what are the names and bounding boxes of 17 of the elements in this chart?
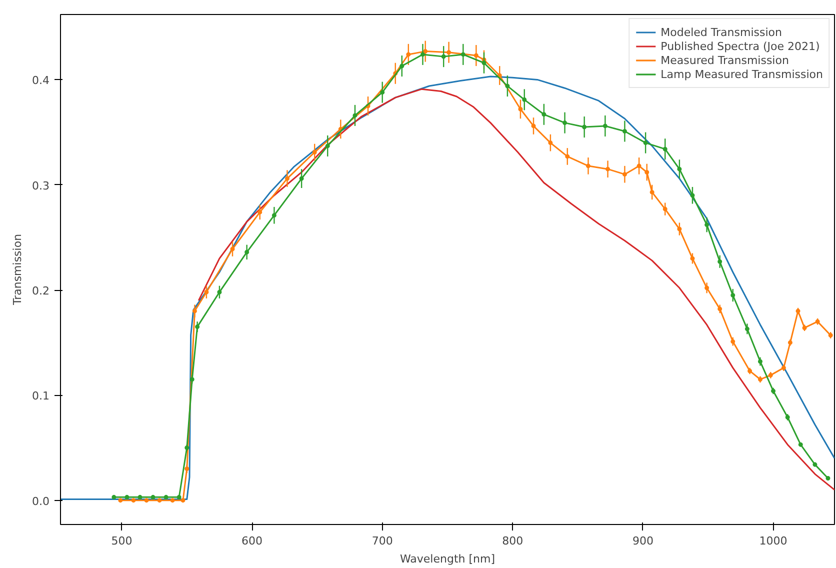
x-tick-label: 500 (111, 534, 132, 548)
legend-label: Modeled Transmission (660, 25, 782, 39)
x-tick-label: 1000 (759, 534, 788, 548)
legend-label: Lamp Measured Transmission (660, 67, 823, 81)
x-axis-title: Wavelength [nm] (400, 552, 496, 566)
x-tick-label: 600 (242, 534, 263, 548)
x-tick-label: 900 (632, 534, 654, 548)
y-tick-label: 0.4 (32, 74, 50, 88)
x-tick-label: 800 (502, 534, 524, 548)
legend-label: Published Spectra (Joe 2021) (660, 39, 820, 53)
x-tick-label: 700 (372, 534, 393, 548)
y-axis-title: Transmission (11, 234, 24, 306)
y-tick-label: 0.3 (32, 179, 50, 192)
y-tick-label: 0.1 (32, 390, 50, 403)
legend-label: Measured Transmission (660, 53, 789, 67)
y-tick-label: 0.0 (32, 494, 50, 508)
y-tick-label: 0.2 (32, 284, 50, 298)
